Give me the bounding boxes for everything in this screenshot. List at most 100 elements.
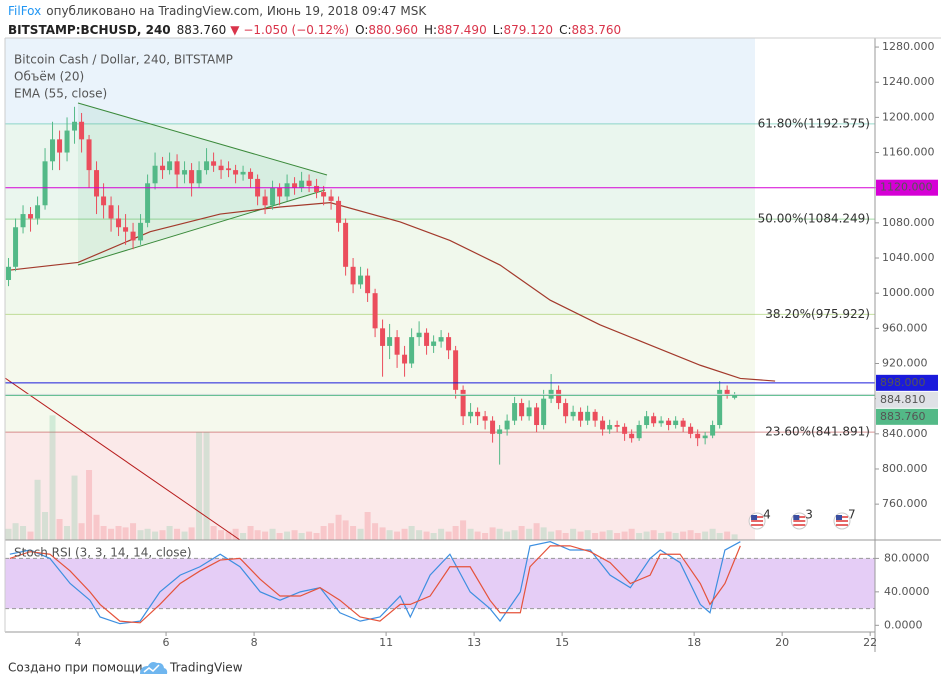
candle-body: [284, 183, 290, 197]
published: опубликовано на TradingView.com, Июнь 19…: [46, 4, 427, 18]
ohlc-key: L:: [493, 23, 504, 37]
candle-body: [299, 180, 305, 188]
candle-body: [409, 337, 415, 364]
candle-body: [592, 411, 598, 421]
candle-body: [578, 411, 584, 421]
volume-bar: [276, 533, 283, 540]
candle-body: [666, 420, 672, 426]
volume-bar: [298, 533, 305, 540]
candle-body: [534, 407, 540, 426]
volume-bar: [724, 531, 731, 540]
x-tick-label: 4: [75, 636, 82, 649]
ohlc-key: O:: [355, 23, 368, 37]
volume-bar: [137, 530, 144, 540]
footer-brand[interactable]: TradingView: [169, 661, 243, 675]
footer-credit: Создано при помощи: [8, 661, 143, 675]
volume-bar: [203, 432, 210, 540]
y-tick-label: 1280.000: [882, 40, 935, 53]
volume-bar: [71, 475, 78, 540]
candle-body: [160, 165, 166, 171]
volume-bar: [240, 533, 247, 540]
trend-line: [4, 377, 241, 541]
volume-bar: [709, 528, 716, 540]
volume-bar: [188, 527, 195, 540]
candle-body: [211, 161, 217, 166]
volume-bar: [584, 530, 591, 540]
fib-zone: [5, 314, 755, 433]
volume-bar: [372, 523, 379, 540]
volume-bar: [394, 531, 401, 540]
volume-bar: [12, 523, 19, 540]
volume-bar: [254, 530, 261, 540]
x-tick-label: 6: [163, 636, 170, 649]
volume-bar: [467, 528, 474, 540]
candle-body: [614, 425, 620, 427]
candle-body: [724, 389, 730, 395]
volume-bar: [306, 531, 313, 540]
volume-bar: [731, 534, 738, 540]
candle-body: [607, 425, 613, 430]
volume-bar: [672, 533, 679, 540]
volume-bar: [115, 526, 122, 540]
volume-bar: [232, 528, 239, 540]
candle-body: [717, 389, 723, 426]
tradingview-logo[interactable]: TradingView: [140, 661, 243, 675]
y-tick-label: 1000.000: [882, 286, 935, 299]
volume-bar: [93, 514, 100, 540]
volume-bar: [423, 531, 430, 540]
ohlc-value: 887.490: [437, 23, 487, 37]
marks-layer: 61.80%(1192.575) 50.00%(1084.249) 38.20%(9…: [5, 106, 875, 625]
candle-body: [600, 420, 606, 430]
ohlc-key: H:: [424, 23, 437, 37]
volume-bar: [335, 514, 342, 540]
fib-label: 23.60%(841.891): [765, 425, 870, 439]
price-label-box: [876, 408, 938, 425]
volume-bar: [533, 523, 540, 540]
volume-bar: [364, 512, 371, 540]
volume-bar: [174, 528, 181, 540]
fib-zone: [5, 219, 755, 315]
candle-body: [394, 337, 400, 355]
volume-bar: [350, 526, 357, 540]
candle-body: [453, 350, 459, 390]
candle-body: [94, 170, 100, 197]
volume-bar: [27, 531, 34, 540]
candle-body: [13, 227, 19, 267]
candle-body: [622, 426, 628, 434]
candle-body: [248, 171, 254, 179]
candle-body: [490, 420, 496, 434]
stoch-title: Stoch RSI (3, 3, 14, 14, close): [14, 546, 192, 560]
candle-body: [233, 170, 239, 175]
candle-body: [402, 354, 408, 364]
candle-body: [167, 161, 173, 171]
volume-bar: [702, 531, 709, 540]
volume-bar: [570, 528, 577, 540]
candle-body: [343, 222, 349, 267]
volume-bar: [540, 527, 547, 540]
candle-body: [629, 433, 635, 439]
volume-bar: [606, 530, 613, 540]
candle-body: [152, 165, 158, 184]
volume-bar: [445, 531, 452, 540]
candle-body: [563, 403, 569, 417]
volume-bar: [357, 528, 364, 540]
price-label: 898.000: [880, 376, 926, 389]
event-count: 4: [763, 508, 771, 522]
y-tick-label: 1080.000: [882, 216, 935, 229]
candle-body: [570, 411, 576, 417]
volume-bar: [614, 533, 621, 540]
volume-bar: [555, 530, 562, 540]
price-label-box: [876, 391, 938, 408]
candle-body: [182, 170, 188, 175]
fib-label: 61.80%(1192.575): [758, 116, 870, 130]
volume-bar: [474, 531, 481, 540]
candle-body: [446, 337, 452, 351]
candle-body: [218, 165, 224, 171]
volume-bar: [636, 533, 643, 540]
candle-body: [497, 429, 503, 434]
candle-body: [138, 222, 144, 241]
candle-body: [644, 416, 650, 426]
candle-body: [130, 231, 136, 241]
y-tick-label: 1200.000: [882, 110, 935, 123]
